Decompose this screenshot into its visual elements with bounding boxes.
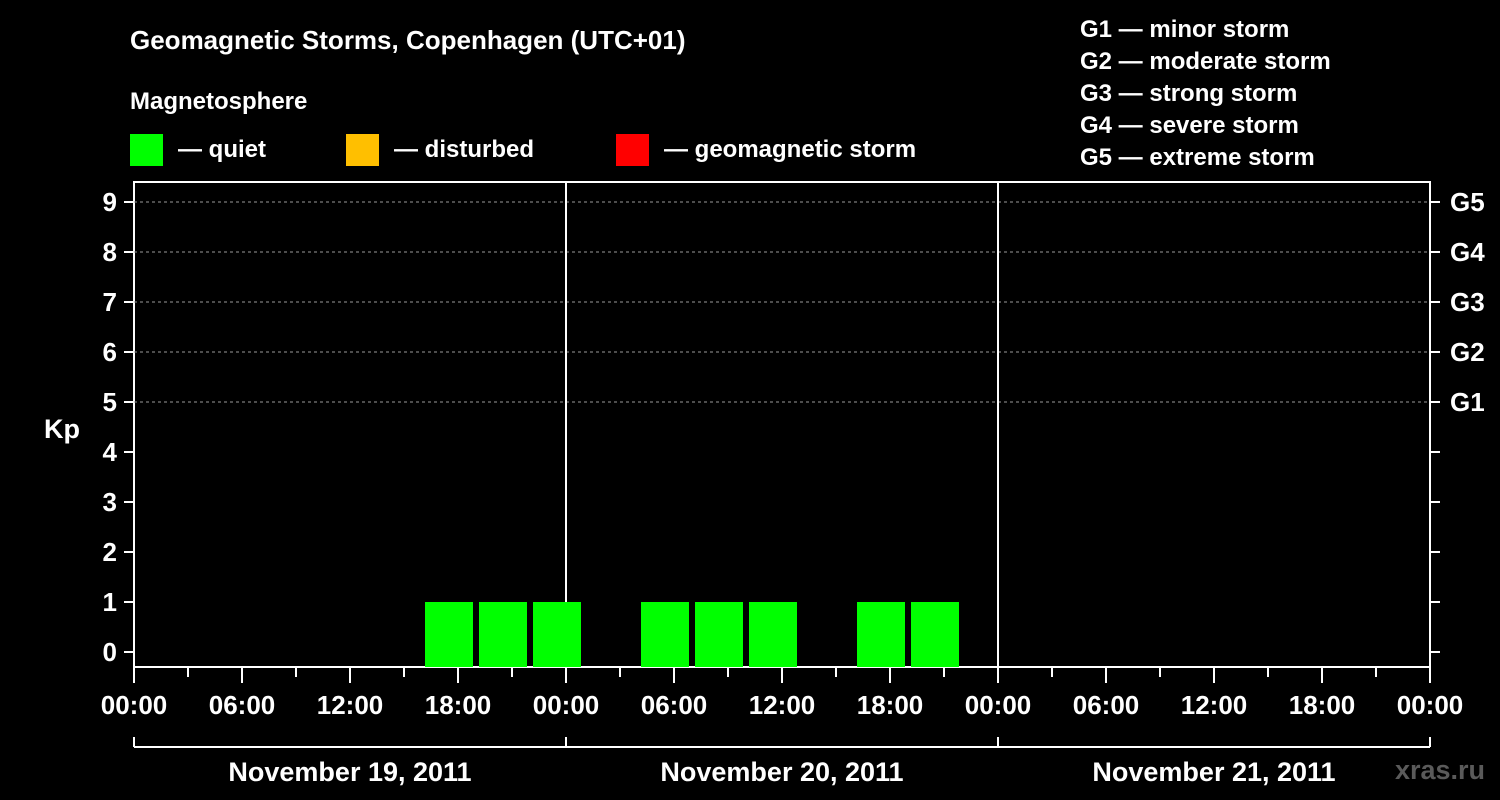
storm-legend-item: G4 — severe storm bbox=[1080, 112, 1299, 139]
kp-bar bbox=[479, 602, 527, 667]
kp-bar bbox=[695, 602, 743, 667]
day-label: November 21, 2011 bbox=[1092, 757, 1335, 787]
y-tick-label: 6 bbox=[103, 337, 117, 367]
y-tick-label: 2 bbox=[103, 537, 117, 567]
x-axis: 00:00 06:00 12:00 18:00 00:00 06:00 12:00 18:00… bbox=[101, 667, 1464, 720]
x-tick-label: 06:00 bbox=[641, 690, 708, 720]
y-tick-label: 3 bbox=[103, 487, 117, 517]
x-tick-label: 18:00 bbox=[425, 690, 492, 720]
y-axis: 0 1 2 3 4 5 6 7 8 9 bbox=[103, 187, 134, 667]
y-tick-label: 4 bbox=[103, 437, 118, 467]
x-tick-label: 18:00 bbox=[857, 690, 924, 720]
storm-level-label: G1 bbox=[1450, 387, 1485, 417]
x-tick-label: 00:00 bbox=[101, 690, 168, 720]
legend-label-0: — quiet bbox=[178, 136, 266, 163]
x-tick-label: 12:00 bbox=[749, 690, 816, 720]
kp-bar bbox=[857, 602, 905, 667]
kp-bar bbox=[911, 602, 959, 667]
legend-swatch-0 bbox=[130, 134, 163, 166]
x-tick-label: 00:00 bbox=[965, 690, 1032, 720]
storm-level-label: G4 bbox=[1450, 237, 1485, 267]
storm-legend-item: G5 — extreme storm bbox=[1080, 144, 1315, 171]
storm-level-label: G5 bbox=[1450, 187, 1485, 217]
storm-level-axis: G1 G2 G3 G4 G5 bbox=[1430, 187, 1485, 653]
status-legend: — quiet — disturbed — geomagnetic storm bbox=[130, 134, 916, 166]
storm-level-label: G3 bbox=[1450, 287, 1485, 317]
kp-bar bbox=[533, 602, 581, 667]
y-tick-label: 5 bbox=[103, 387, 117, 417]
day-label: November 20, 2011 bbox=[660, 757, 903, 787]
x-tick-label: 00:00 bbox=[1397, 690, 1464, 720]
x-tick-label: 00:00 bbox=[533, 690, 600, 720]
y-axis-label: Kp bbox=[44, 414, 80, 444]
storm-legend-item: G1 — minor storm bbox=[1080, 16, 1289, 43]
kp-bar bbox=[425, 602, 473, 667]
y-tick-label: 0 bbox=[103, 637, 117, 667]
storm-legend: G1 — minor storm G2 — moderate storm G3 — … bbox=[1080, 16, 1331, 171]
legend-label-2: — geomagnetic storm bbox=[664, 136, 916, 163]
storm-legend-item: G2 — moderate storm bbox=[1080, 48, 1331, 75]
kp-bar bbox=[749, 602, 797, 667]
x-tick-label: 06:00 bbox=[1073, 690, 1140, 720]
y-tick-label: 1 bbox=[103, 587, 117, 617]
y-tick-label: 9 bbox=[103, 187, 117, 217]
chart-title: Geomagnetic Storms, Copenhagen (UTC+01) bbox=[130, 25, 685, 55]
legend-label-1: — disturbed bbox=[394, 136, 534, 163]
y-tick-label: 8 bbox=[103, 237, 117, 267]
x-tick-label: 18:00 bbox=[1289, 690, 1356, 720]
x-tick-label: 12:00 bbox=[1181, 690, 1248, 720]
x-tick-label: 06:00 bbox=[209, 690, 276, 720]
kp-bars bbox=[425, 602, 959, 667]
legend-swatch-1 bbox=[346, 134, 379, 166]
kp-bar bbox=[641, 602, 689, 667]
chart-subtitle: Magnetosphere bbox=[130, 88, 307, 115]
x-tick-label: 12:00 bbox=[317, 690, 384, 720]
day-axis: November 19, 2011 November 20, 2011 Novemb… bbox=[133, 737, 1431, 787]
watermark: xras.ru bbox=[1395, 755, 1485, 785]
y-tick-label: 7 bbox=[103, 287, 117, 317]
day-label: November 19, 2011 bbox=[228, 757, 471, 787]
storm-legend-item: G3 — strong storm bbox=[1080, 80, 1297, 107]
storm-level-label: G2 bbox=[1450, 337, 1485, 367]
day-dividers bbox=[565, 182, 999, 667]
legend-swatch-2 bbox=[616, 134, 649, 166]
gridlines bbox=[134, 201, 1430, 403]
